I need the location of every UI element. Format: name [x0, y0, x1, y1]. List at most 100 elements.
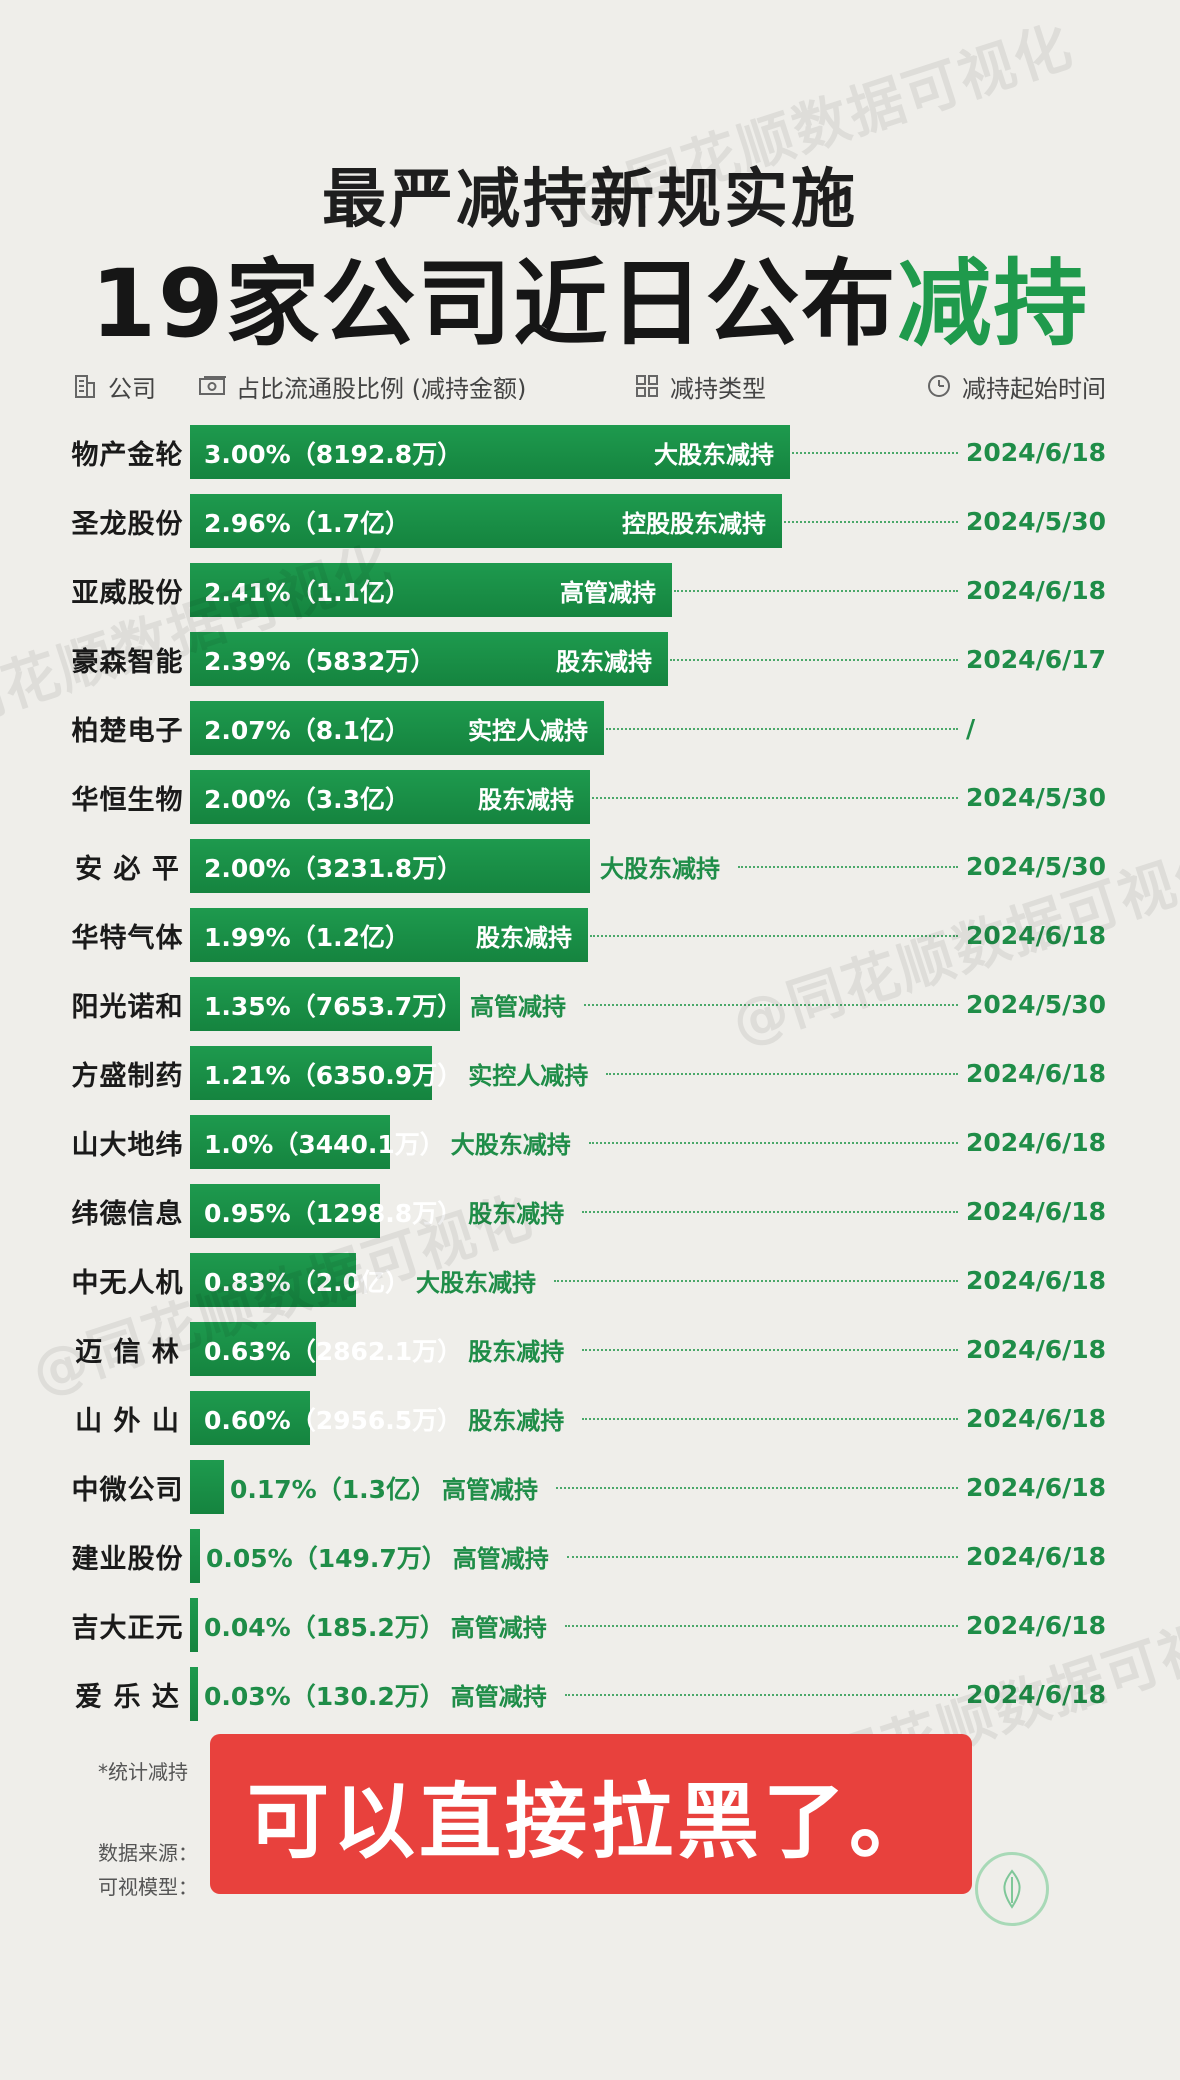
value-label: 0.83%（2.0亿）: [204, 1267, 411, 1297]
type-label: 股东减持: [468, 1338, 565, 1366]
company-name: 迈 信 林: [75, 1337, 180, 1368]
company-name: 安 必 平: [75, 854, 180, 885]
leader-line: [670, 659, 958, 661]
bar: [190, 908, 588, 962]
start-date: 2024/6/18: [966, 1404, 1107, 1433]
leader-line: [590, 935, 958, 937]
bar: [190, 977, 460, 1031]
start-date: 2024/6/18: [966, 576, 1107, 605]
company-name: 山大地纬: [71, 1130, 184, 1161]
chart-row: 安 必 平 2.00%（3231.8万） 大股东减持 2024/5/30: [0, 832, 1180, 901]
leader-line: [582, 1418, 958, 1420]
chart-row: 华恒生物 2.00%（3.3亿） 股东减持 2024/5/30: [0, 763, 1180, 832]
start-date: 2024/6/18: [966, 1128, 1107, 1157]
chart-row: 中微公司 0.17%（1.3亿） 高管减持 2024/6/18: [0, 1453, 1180, 1522]
value-label: 1.21%（6350.9万）: [204, 1060, 463, 1090]
value-label: 0.05%（149.7万）: [206, 1543, 447, 1573]
bar: [190, 632, 668, 686]
bar: [190, 1391, 310, 1445]
grid-icon: [632, 371, 662, 401]
value-label: 1.99%（1.2亿）: [204, 922, 411, 952]
value-label: 2.96%（1.7亿）: [204, 508, 411, 538]
model-label: 可视模型：: [98, 1875, 198, 1899]
type-label: 股东减持: [476, 924, 572, 952]
bar: [190, 1322, 316, 1376]
column-header-ratio-label: 占比流通股比例 (减持金额): [236, 374, 527, 403]
type-label: 高管减持: [452, 1545, 549, 1573]
leader-line: [606, 728, 958, 730]
start-date: 2024/6/18: [966, 1473, 1107, 1502]
type-label: 高管减持: [470, 993, 566, 1021]
value-label: 2.39%（5832万）: [204, 646, 436, 676]
subtitle-highlight: 减持: [897, 250, 1090, 359]
type-label: 大股东减持: [450, 1131, 571, 1159]
leader-line: [564, 1625, 958, 1627]
page-subtitle: 19家公司近日公布减持: [0, 228, 1180, 364]
bar: [190, 770, 590, 824]
column-header-type-label: 减持类型: [670, 374, 766, 403]
bar: [190, 1046, 432, 1100]
type-label: 高管减持: [450, 1683, 547, 1711]
value-label: 0.04%（185.2万）: [204, 1612, 445, 1642]
leader-line: [784, 521, 958, 523]
type-label: 实控人减持: [468, 1062, 589, 1090]
start-date: 2024/5/30: [966, 990, 1107, 1019]
start-date: 2024/6/18: [966, 438, 1107, 467]
company-name: 柏楚电子: [71, 716, 184, 747]
chart-row: 亚威股份 2.41%（1.1亿） 高管减持 2024/6/18: [0, 556, 1180, 625]
column-header-start: 减持起始时间: [924, 368, 1106, 404]
bar: [190, 701, 604, 755]
company-name: 方盛制药: [71, 1061, 184, 1092]
bar: [190, 563, 672, 617]
value-label: 0.60%（2956.5万）: [204, 1405, 463, 1435]
chart-row: 建业股份 0.05%（149.7万） 高管减持 2024/6/18: [0, 1522, 1180, 1591]
chart-row: 豪森智能 2.39%（5832万） 股东减持 2024/6/17: [0, 625, 1180, 694]
value-label: 2.00%（3231.8万）: [204, 853, 463, 883]
type-label: 高管减持: [450, 1614, 547, 1642]
chart-row: 迈 信 林 0.63%（2862.1万） 股东减持 2024/6/18: [0, 1315, 1180, 1384]
type-label: 控股股东减持: [622, 510, 766, 538]
bar: [190, 1253, 356, 1307]
column-header-type: 减持类型: [632, 368, 766, 404]
bar: [190, 1115, 390, 1169]
leader-line: [592, 797, 958, 799]
start-date: 2024/6/17: [966, 645, 1107, 674]
leader-line: [556, 1487, 958, 1489]
company-name: 圣龙股份: [71, 509, 184, 540]
chart-row: 爱 乐 达 0.03%（130.2万） 高管减持 2024/6/18: [0, 1660, 1180, 1729]
bar: [190, 494, 782, 548]
start-date: 2024/6/18: [966, 1059, 1107, 1088]
start-date: 2024/6/18: [966, 921, 1107, 950]
leader-line: [582, 1211, 958, 1213]
type-label: 股东减持: [468, 1407, 565, 1435]
start-date: 2024/5/30: [966, 507, 1107, 536]
company-name: 山 外 山: [75, 1406, 180, 1437]
type-label: 实控人减持: [468, 717, 588, 745]
leader-line: [588, 1142, 958, 1144]
value-label: 0.63%（2862.1万）: [204, 1336, 463, 1366]
leader-line: [564, 1694, 958, 1696]
leader-line: [606, 1073, 958, 1075]
company-name: 建业股份: [71, 1544, 184, 1575]
value-label: 0.03%（130.2万）: [204, 1681, 445, 1711]
type-label: 高管减持: [560, 579, 656, 607]
value-label: 2.07%（8.1亿）: [204, 715, 411, 745]
company-name: 华恒生物: [71, 785, 184, 816]
leader-line: [792, 452, 958, 454]
chart-row: 山大地纬 1.0%（3440.1万） 大股东减持 2024/6/18: [0, 1108, 1180, 1177]
leader-line: [674, 590, 958, 592]
start-date: 2024/6/18: [966, 1335, 1107, 1364]
bar: [190, 1184, 380, 1238]
bar: [190, 1667, 198, 1721]
company-name: 物产金轮: [71, 440, 184, 471]
start-date: 2024/5/30: [966, 783, 1107, 812]
start-date: 2024/6/18: [966, 1266, 1107, 1295]
bar: [190, 1460, 224, 1514]
company-name: 华特气体: [71, 923, 184, 954]
type-label: 大股东减持: [600, 855, 720, 883]
type-label: 股东减持: [468, 1200, 565, 1228]
type-label: 大股东减持: [654, 441, 774, 469]
leader-line: [737, 866, 958, 868]
bar: [190, 839, 590, 893]
banner-overlay: 可以直接拉黑了。: [210, 1734, 972, 1894]
